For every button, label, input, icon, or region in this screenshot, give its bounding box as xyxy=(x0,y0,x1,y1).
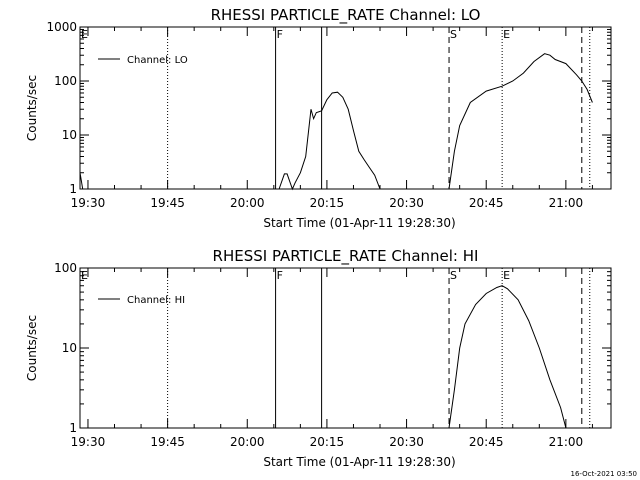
y-axis-label: Counts/sec xyxy=(25,75,39,141)
x-tick-label: 20:15 xyxy=(310,196,345,210)
x-tick-label: 19:30 xyxy=(71,435,106,449)
x-tick-label: 20:30 xyxy=(389,435,424,449)
event-marker-label: S xyxy=(450,28,457,41)
chart-title: RHESSI PARTICLE_RATE Channel: LO xyxy=(211,6,481,25)
x-tick-label: 20:15 xyxy=(310,435,345,449)
event-marker-label: E xyxy=(81,269,88,282)
plot-frame xyxy=(79,267,612,429)
x-tick-label: 20:45 xyxy=(469,196,504,210)
x-tick-label: 20:00 xyxy=(230,196,265,210)
x-tick-label: 20:00 xyxy=(230,435,265,449)
event-marker-label: S xyxy=(450,269,457,282)
legend-label: Channel: HI xyxy=(127,295,185,306)
plot-frame xyxy=(79,26,612,190)
series-line xyxy=(79,172,84,190)
event-marker-label: F xyxy=(277,28,283,41)
x-tick-label: 19:45 xyxy=(150,435,185,449)
chart-title: RHESSI PARTICLE_RATE Channel: HI xyxy=(213,247,479,266)
y-tick-label: 10 xyxy=(62,128,77,142)
event-marker-label: E xyxy=(81,28,88,41)
y-tick-label: 100 xyxy=(54,261,77,275)
x-axis-label: Start Time (01-Apr-11 19:28:30) xyxy=(263,216,455,230)
series-line xyxy=(448,53,593,190)
x-tick-label: 21:00 xyxy=(549,196,584,210)
y-tick-label: 100 xyxy=(54,74,77,88)
x-tick-label: 19:30 xyxy=(71,196,106,210)
series-line xyxy=(448,285,567,429)
x-tick-label: 20:45 xyxy=(469,435,504,449)
y-tick-label: 1 xyxy=(69,421,77,435)
x-tick-label: 19:45 xyxy=(150,196,185,210)
x-tick-label: 21:00 xyxy=(549,435,584,449)
y-tick-label: 1000 xyxy=(46,20,77,34)
event-marker-label: E xyxy=(503,269,510,282)
y-tick-label: 10 xyxy=(62,341,77,355)
chart-panel-1: RHESSI PARTICLE_RATE Channel: LO Start Ti… xyxy=(25,6,612,230)
y-tick-label: 1 xyxy=(69,182,77,196)
event-marker-label: E xyxy=(503,28,510,41)
legend-label: Channel: LO xyxy=(127,55,188,66)
x-axis-label: Start Time (01-Apr-11 19:28:30) xyxy=(263,455,455,469)
footer-timestamp: 16-Oct-2021 03:50 xyxy=(571,470,637,478)
chart-panel-2: RHESSI PARTICLE_RATE Channel: HI Start Ti… xyxy=(25,247,612,469)
event-marker-label: F xyxy=(277,269,283,282)
x-tick-label: 20:30 xyxy=(389,196,424,210)
y-axis-label: Counts/sec xyxy=(25,315,39,381)
series-line xyxy=(278,91,381,191)
